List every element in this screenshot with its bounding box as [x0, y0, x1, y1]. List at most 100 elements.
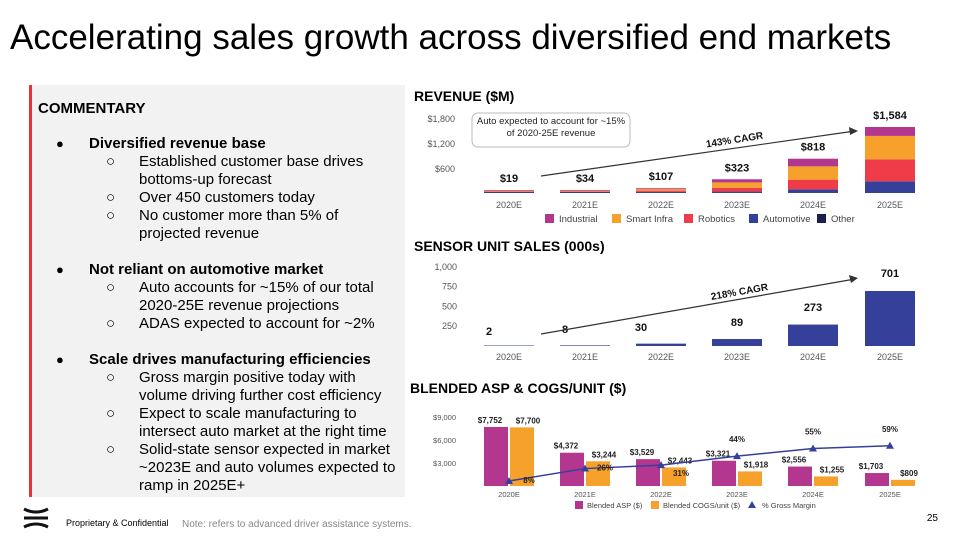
- revenue-title: REVENUE ($M): [414, 88, 515, 104]
- revenue-bar-segment: [636, 191, 686, 193]
- unit-bar: [560, 345, 610, 346]
- confidential-label: Proprietary & Confidential: [66, 518, 169, 528]
- legend-swatch: [749, 214, 758, 223]
- x-tick-label: 2025E: [879, 490, 901, 499]
- asp-bar: [636, 459, 660, 486]
- legend-swatch: [545, 214, 554, 223]
- commentary-list: Diversified revenue baseEstablished cust…: [36, 135, 402, 495]
- x-tick-label: 2020E: [496, 200, 522, 210]
- cagr-label: 218% CAGR: [710, 282, 770, 303]
- x-tick-label: 2023E: [724, 200, 750, 210]
- sub-bullet: Expect to scale manufacturing to interse…: [36, 405, 402, 441]
- commentary-heading: COMMENTARY: [38, 100, 146, 117]
- margin-label: 55%: [805, 428, 821, 437]
- asp-bar: [814, 476, 838, 486]
- revenue-bar-segment: [560, 190, 610, 192]
- x-tick-label: 2020E: [496, 352, 522, 362]
- legend-swatch: [575, 501, 583, 509]
- revenue-bar-segment: [865, 127, 915, 136]
- margin-label: 31%: [673, 469, 689, 478]
- asp-bar: [865, 473, 889, 486]
- legend-swatch: [684, 214, 693, 223]
- callout-text: Auto expected to account for ~15% of 202…: [476, 116, 626, 139]
- margin-label: 59%: [882, 425, 898, 434]
- revenue-bar-segment: [560, 192, 610, 193]
- unit-bar: [712, 339, 762, 346]
- slide-title: Accelerating sales growth across diversi…: [10, 18, 892, 57]
- y-tick-label: $600: [435, 164, 455, 174]
- x-tick-label: 2024E: [800, 352, 826, 362]
- margin-label: 44%: [729, 435, 745, 444]
- x-tick-label: 2024E: [802, 490, 824, 499]
- asp-bar: [586, 461, 610, 486]
- value-label: 273: [804, 302, 822, 314]
- total-label: $1,584: [873, 110, 908, 122]
- sub-bullet: ADAS expected to account for ~2%: [36, 315, 402, 333]
- value-label: $1,255: [820, 465, 845, 474]
- arrow-head-icon: [849, 275, 858, 283]
- revenue-bar-segment: [788, 179, 838, 190]
- callout-box: [471, 112, 631, 148]
- unit-bar: [788, 324, 838, 346]
- cagr-arrow: [540, 278, 856, 335]
- sub-bullet: Auto accounts for ~15% of our total 2020…: [36, 279, 402, 315]
- x-tick-label: 2025E: [877, 200, 903, 210]
- revenue-bar-segment: [484, 191, 534, 193]
- arrow-head-icon: [849, 127, 858, 135]
- sub-bullet: Established customer base drives bottoms…: [36, 153, 402, 189]
- triangle-marker-icon: [657, 461, 665, 469]
- value-label: $1,918: [744, 460, 769, 469]
- asp-bar: [738, 471, 762, 486]
- sub-bullet: No customer more than 5% of projected re…: [36, 207, 402, 243]
- x-tick-label: 2021E: [572, 200, 598, 210]
- bullet-heading: Diversified revenue base: [36, 135, 402, 153]
- bullet-heading: Not reliant on automotive market: [36, 261, 402, 279]
- value-label: 2: [486, 326, 492, 338]
- revenue-bar-segment: [560, 191, 610, 192]
- legend-label: Other: [831, 214, 855, 225]
- legend-label: Robotics: [698, 214, 735, 225]
- x-tick-label: 2023E: [726, 490, 748, 499]
- x-tick-label: 2022E: [650, 490, 672, 499]
- asp-bar: [712, 460, 736, 486]
- revenue-bar-segment: [788, 189, 838, 193]
- sub-bullet: Solid-state sensor expected in market ~2…: [36, 441, 402, 495]
- legend-swatch: [651, 501, 659, 509]
- value-label: $4,372: [554, 442, 579, 451]
- value-label: 89: [731, 317, 743, 329]
- sub-bullet: Over 450 customers today: [36, 189, 402, 207]
- revenue-bar-segment: [560, 191, 610, 193]
- revenue-bar-segment: [636, 190, 686, 192]
- x-tick-label: 2022E: [648, 200, 674, 210]
- legend-label: Blended COGS/unit ($): [663, 501, 741, 510]
- revenue-bar-segment: [712, 187, 762, 192]
- triangle-marker-icon: [581, 464, 589, 472]
- revenue-bar-segment: [788, 158, 838, 167]
- unit-bar: [636, 343, 686, 346]
- sub-bullet: Gross margin positive today with volume …: [36, 369, 402, 405]
- revenue-bar-segment: [865, 135, 915, 160]
- total-label: $34: [576, 173, 595, 185]
- legend-label: Automotive: [763, 214, 811, 225]
- y-tick-label: $9,000: [433, 413, 456, 422]
- legend-swatch: [817, 214, 826, 223]
- value-label: 30: [635, 322, 647, 334]
- revenue-bar-segment: [712, 191, 762, 193]
- value-label: $3,244: [592, 450, 617, 459]
- revenue-bar-segment: [484, 190, 534, 191]
- page-number: 25: [926, 513, 938, 524]
- asp-bar: [662, 467, 686, 486]
- value-label: $7,700: [516, 416, 541, 425]
- cagr-label: 143% CAGR: [705, 130, 765, 150]
- units-title: SENSOR UNIT SALES (000s): [414, 238, 605, 254]
- legend-swatch: [612, 214, 621, 223]
- value-label: $7,752: [478, 416, 503, 425]
- y-tick-label: $1,800: [427, 114, 455, 124]
- gross-margin-line: [508, 445, 891, 482]
- value-label: $809: [900, 469, 918, 478]
- asp-title: BLENDED ASP & COGS/UNIT ($): [410, 380, 627, 396]
- revenue-bar-segment: [865, 181, 915, 193]
- triangle-marker-icon: [809, 444, 817, 452]
- legend-label: Smart Infra: [626, 214, 674, 225]
- asp-bar: [484, 427, 508, 486]
